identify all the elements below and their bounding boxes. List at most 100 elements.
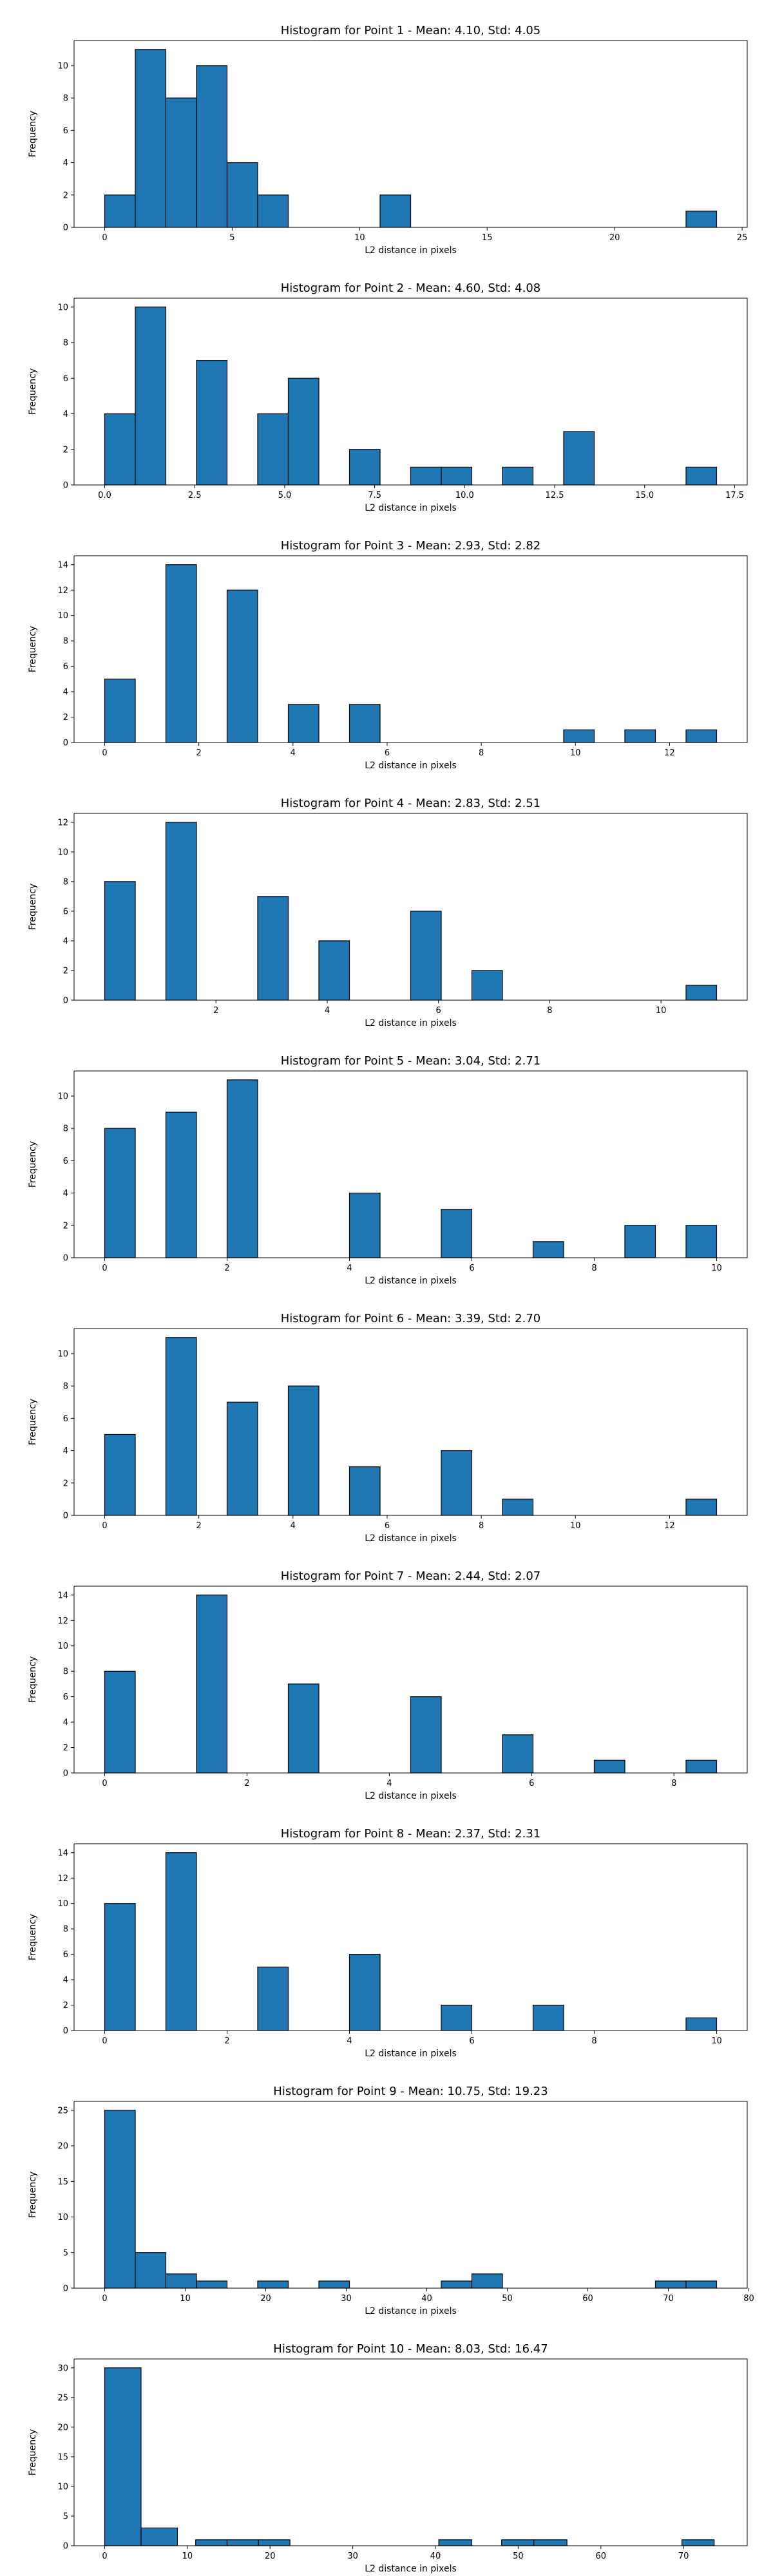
- histogram-bar: [532, 2004, 564, 2031]
- x-tick-label: 8: [671, 1779, 676, 1788]
- histogram-bar: [681, 2539, 715, 2546]
- histogram-bar: [441, 466, 473, 486]
- histogram-bar: [624, 729, 656, 743]
- x-tick-label: 60: [582, 2294, 593, 2304]
- y-axis-label: Frequency: [28, 111, 38, 157]
- x-tick-label: 10: [570, 1521, 581, 1531]
- x-tick-label: 4: [347, 1264, 352, 1273]
- histogram-bar: [287, 377, 320, 486]
- histogram-bar: [563, 729, 595, 743]
- x-tick-label: 10: [570, 748, 581, 758]
- y-tick-label: 6: [63, 1157, 68, 1166]
- x-tick-label: 2: [196, 1521, 202, 1531]
- histogram-bar: [532, 1241, 564, 1258]
- histogram-bar: [226, 162, 258, 228]
- histogram-bar: [410, 911, 442, 1001]
- x-tick-label: 80: [743, 2294, 754, 2304]
- histogram-bar: [441, 1450, 473, 1516]
- x-tick-label: 20: [260, 2294, 271, 2304]
- histogram-bar: [441, 1209, 473, 1258]
- y-tick-label: 10: [57, 1092, 68, 1101]
- histogram-bar: [441, 2280, 473, 2289]
- histogram-bar: [135, 49, 167, 228]
- y-tick-label: 0: [63, 481, 68, 491]
- histogram-bar: [441, 2004, 473, 2031]
- histogram-bar: [165, 2273, 197, 2289]
- y-tick-label: 4: [63, 1189, 68, 1198]
- x-tick-label: 60: [595, 2552, 606, 2561]
- y-tick-label: 14: [57, 1848, 68, 1858]
- y-tick-label: 2: [63, 1743, 68, 1753]
- histogram-panel-3: Histogram for Point 3 - Mean: 2.93, Std:…: [28, 539, 748, 771]
- histogram-bar: [104, 2367, 142, 2546]
- chart-title: Histogram for Point 10 - Mean: 8.03, Std…: [273, 2342, 548, 2356]
- chart-title: Histogram for Point 9 - Mean: 10.75, Std…: [273, 2085, 548, 2098]
- x-tick-label: 20: [265, 2552, 276, 2561]
- y-tick-label: 2: [63, 445, 68, 455]
- y-axis-label: Frequency: [28, 1399, 38, 1445]
- y-tick-label: 14: [57, 1591, 68, 1600]
- y-tick-label: 0: [63, 2027, 68, 2036]
- histogram-bar: [196, 360, 228, 486]
- histogram-bar: [501, 2539, 535, 2546]
- x-tick-label: 30: [347, 2552, 358, 2561]
- x-tick-label: 8: [479, 1521, 484, 1531]
- x-tick-label: 6: [385, 1521, 390, 1531]
- y-tick-label: 4: [63, 410, 68, 419]
- chart-title: Histogram for Point 1 - Mean: 4.10, Std:…: [281, 24, 541, 37]
- histogram-bar: [287, 1683, 320, 1774]
- histogram-bar: [104, 1903, 136, 2031]
- x-axis-label: L2 distance in pixels: [365, 1276, 457, 1286]
- histogram-panel-4: Histogram for Point 4 - Mean: 2.83, Std:…: [28, 797, 748, 1028]
- y-tick-label: 0: [63, 996, 68, 1006]
- histogram-bar: [348, 704, 381, 743]
- x-tick-label: 6: [436, 1006, 441, 1016]
- x-tick-label: 0: [102, 2552, 107, 2561]
- histogram-bar: [685, 2017, 718, 2031]
- y-tick-label: 8: [63, 1382, 68, 1392]
- x-tick-label: 70: [678, 2552, 689, 2561]
- y-tick-label: 10: [57, 1899, 68, 1909]
- x-tick-label: 8: [547, 1006, 552, 1016]
- histogram-bar: [502, 1734, 534, 1774]
- y-axis-label: Frequency: [28, 2172, 38, 2218]
- chart-title: Histogram for Point 8 - Mean: 2.37, Std:…: [281, 1827, 541, 1841]
- chart-title: Histogram for Point 3 - Mean: 2.93, Std:…: [281, 539, 541, 553]
- histogram-bar: [104, 678, 136, 743]
- histogram-bar: [410, 466, 442, 486]
- chart-title: Histogram for Point 5 - Mean: 3.04, Std:…: [281, 1054, 541, 1068]
- histogram-bar: [502, 1499, 534, 1516]
- histogram-bar: [165, 822, 197, 1001]
- y-tick-label: 0: [63, 1511, 68, 1521]
- histogram-bar: [104, 881, 136, 1001]
- x-tick-label: 12: [664, 748, 675, 758]
- y-tick-label: 0: [63, 2284, 68, 2294]
- y-tick-label: 2: [63, 966, 68, 976]
- y-tick-label: 8: [63, 637, 68, 647]
- x-tick-label: 0: [102, 233, 107, 243]
- histogram-bar: [318, 2280, 350, 2289]
- y-tick-label: 4: [63, 936, 68, 946]
- histogram-bar: [104, 194, 136, 228]
- histogram-bar: [226, 2539, 259, 2546]
- histogram-bar: [438, 2539, 473, 2546]
- histogram-bar: [104, 2110, 136, 2289]
- histogram-bar: [685, 1225, 718, 1258]
- x-tick-label: 10: [711, 2036, 722, 2046]
- histogram-bar: [104, 1128, 136, 1258]
- y-tick-label: 15: [57, 2177, 68, 2187]
- x-axis-label: L2 distance in pixels: [365, 1533, 457, 1544]
- y-axis-label: Frequency: [28, 368, 38, 415]
- x-tick-label: 5: [229, 233, 234, 243]
- axes-frame: [73, 298, 748, 486]
- x-tick-label: 6: [469, 1264, 474, 1273]
- y-tick-label: 6: [63, 662, 68, 672]
- x-tick-label: 10: [711, 1264, 722, 1273]
- x-tick-label: 0: [102, 1264, 107, 1273]
- histogram-bar: [257, 194, 289, 228]
- histogram-bar: [685, 466, 718, 486]
- axes-frame: [73, 1843, 748, 2031]
- x-tick-label: 10.0: [455, 491, 474, 500]
- histogram-bar: [165, 1337, 197, 1516]
- y-tick-label: 0: [63, 2542, 68, 2552]
